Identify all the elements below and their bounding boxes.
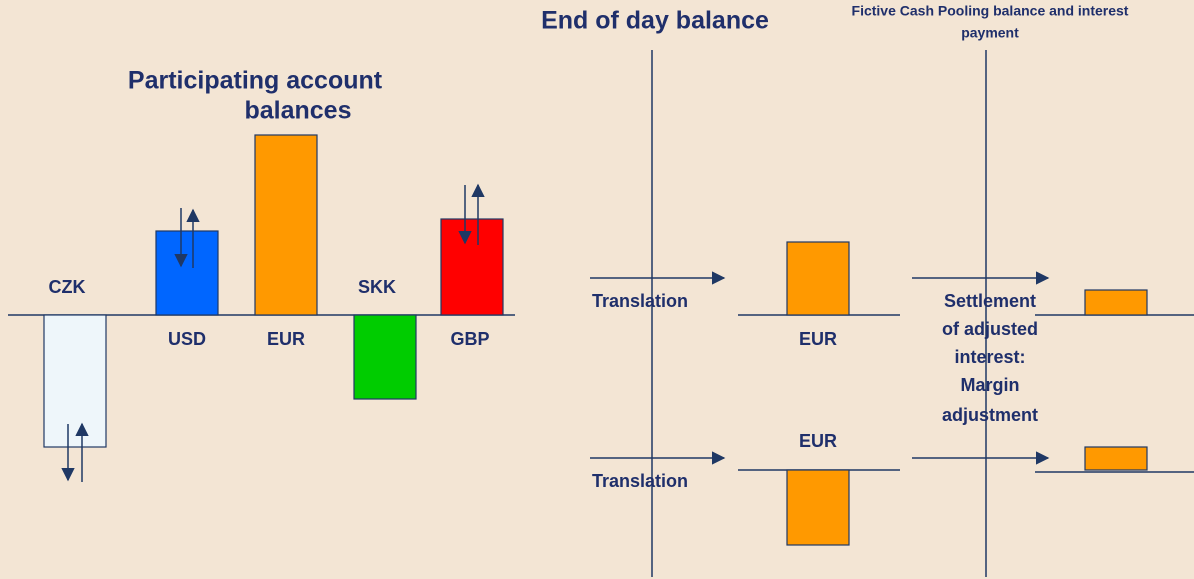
settlement-text: Settlement bbox=[944, 291, 1036, 311]
currency-label: USD bbox=[168, 329, 206, 349]
settlement-text: Margin bbox=[960, 375, 1019, 395]
usd-bar bbox=[155, 230, 219, 316]
currency-label: CZK bbox=[49, 277, 86, 297]
skk-bar bbox=[353, 314, 417, 400]
settlement-text: interest: bbox=[954, 347, 1025, 367]
translation-label: Translation bbox=[592, 291, 688, 311]
settlement-text: adjustment bbox=[942, 405, 1038, 425]
right-subtitle: Fictive Cash Pooling balance and interes… bbox=[852, 3, 1129, 19]
currency-label: EUR bbox=[799, 329, 837, 349]
eur-bar bbox=[254, 134, 318, 316]
translation-label: Translation bbox=[592, 471, 688, 491]
left-title: balances bbox=[244, 97, 351, 125]
currency-label: GBP bbox=[450, 329, 489, 349]
eur-bar bbox=[786, 241, 850, 316]
currency-label: EUR bbox=[267, 329, 305, 349]
eur-bar bbox=[786, 469, 850, 546]
right-subtitle: payment bbox=[961, 25, 1019, 41]
currency-label: EUR bbox=[799, 431, 837, 451]
gbp-bar bbox=[440, 218, 504, 316]
currency-label: SKK bbox=[358, 277, 396, 297]
result-bar bbox=[1084, 446, 1148, 471]
right-title: End of day balance bbox=[541, 7, 769, 35]
settlement-text: of adjusted bbox=[942, 319, 1038, 339]
left-title: Participating account bbox=[128, 67, 383, 95]
result-bar bbox=[1084, 289, 1148, 316]
czk-bar bbox=[43, 314, 107, 448]
